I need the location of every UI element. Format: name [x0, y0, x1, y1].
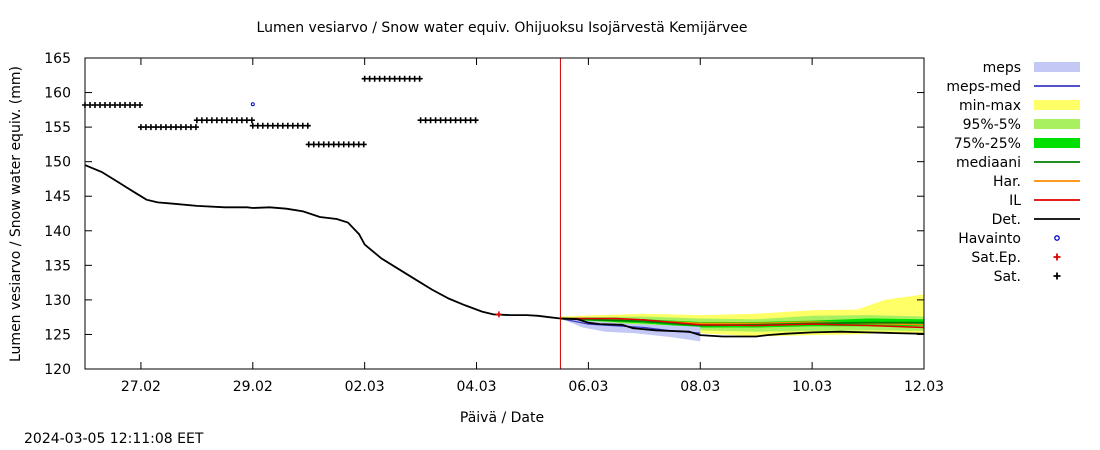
sat-marker [315, 141, 322, 148]
y-tick-label: 160 [44, 86, 71, 102]
y-tick-label: 145 [44, 189, 71, 205]
sat-marker [340, 141, 347, 148]
sat-marker [310, 141, 317, 148]
sat-marker [345, 141, 352, 148]
il-line [560, 317, 925, 329]
legend-label-p95_5: 95%-5% [963, 117, 1021, 133]
legend-swatch-p75_25 [1034, 138, 1080, 148]
y-tick-label: 150 [44, 155, 71, 171]
legend-label-minmax: min-max [959, 98, 1021, 114]
sat-segment [193, 117, 255, 124]
x-tick-label: 10.03 [792, 379, 832, 395]
legend-label-median: mediaani [956, 155, 1021, 171]
sat-marker [182, 124, 189, 131]
plot-area: 120 125 130 135 140 145 150 155 160 165 27.02 29.02… [44, 51, 944, 395]
legend-swatch-sat [1053, 272, 1061, 280]
sat-segment [417, 117, 479, 124]
sat-marker [172, 124, 179, 131]
sat-marker [162, 124, 169, 131]
y-tick-label: 140 [44, 224, 71, 240]
y-tick-label: 165 [44, 51, 71, 67]
legend-label-il: IL [1009, 193, 1021, 209]
x-tick-label: 12.03 [904, 379, 944, 395]
y-tick-label: 120 [44, 362, 71, 378]
legend-swatch-minmax [1034, 100, 1080, 110]
sat-marker [137, 124, 144, 131]
legend-swatch-satep [1053, 253, 1061, 261]
sat-marker [320, 141, 327, 148]
sat-segment [82, 101, 143, 108]
sat-marker [142, 124, 149, 131]
chart-title: Lumen vesiarvo / Snow water equiv. Ohiju… [257, 20, 748, 36]
sat-marker [157, 124, 164, 131]
y-tick-label: 135 [44, 258, 71, 274]
sat-marker [177, 124, 184, 131]
legend-swatch-meps [1034, 62, 1080, 72]
sat-marker [192, 124, 199, 131]
sat-marker [472, 117, 479, 124]
sat-marker [137, 101, 143, 108]
legend-label-meps: meps [983, 60, 1021, 76]
x-axis-label: Päivä / Date [460, 410, 544, 426]
sat-marker [304, 122, 311, 129]
legend-label-sat: Sat. [994, 269, 1021, 285]
y-tick-label: 130 [44, 293, 71, 309]
sat-segment [137, 124, 199, 131]
sat-marker [305, 141, 312, 148]
sat-marker [350, 141, 357, 148]
legend: meps meps-med min-max 95%-5% 75%-25% mediaani… [946, 60, 1080, 285]
x-tick-label: 04.03 [456, 379, 496, 395]
legend-label-meps_med: meps-med [946, 79, 1021, 95]
legend-label-det: Det. [992, 212, 1021, 228]
x-tick-label: 08.03 [680, 379, 720, 395]
sat-marker [416, 75, 423, 82]
legend-label-satep: Sat.Ep. [971, 250, 1021, 266]
sat-marker [248, 117, 255, 124]
legend-swatch-havainto [1054, 235, 1060, 241]
legend-label-har: Har. [993, 174, 1021, 190]
y-tick-label: 125 [44, 327, 71, 343]
timestamp: 2024-03-05 12:11:08 EET [24, 431, 204, 447]
legend-swatch-p95_5 [1034, 119, 1080, 129]
sat-segment [305, 141, 367, 148]
sat-marker [355, 141, 362, 148]
sat-marker [360, 141, 367, 148]
legend-label-havainto: Havainto [958, 231, 1021, 247]
plot-frame [84, 57, 925, 370]
sat-marker [187, 124, 194, 131]
sat-marker [147, 124, 154, 131]
sat-marker [330, 141, 337, 148]
y-tick-label: 155 [44, 120, 71, 136]
havainto-marker [250, 102, 255, 107]
sat-segment [249, 122, 311, 129]
sat-marker [335, 141, 342, 148]
x-tick-label: 29.02 [233, 379, 273, 395]
x-tick-label: 27.02 [121, 379, 161, 395]
sat-marker [152, 124, 159, 131]
x-tick-label: 06.03 [568, 379, 608, 395]
x-tick-label: 02.03 [345, 379, 385, 395]
sat-marker [325, 141, 332, 148]
det-line [84, 164, 925, 338]
legend-label-p75_25: 75%-25% [954, 136, 1021, 152]
sat-segment [361, 75, 423, 82]
y-axis-label: Lumen vesiarvo / Snow water equiv. (mm) [8, 66, 24, 362]
sat-marker [167, 124, 174, 131]
satep-marker [495, 311, 502, 318]
